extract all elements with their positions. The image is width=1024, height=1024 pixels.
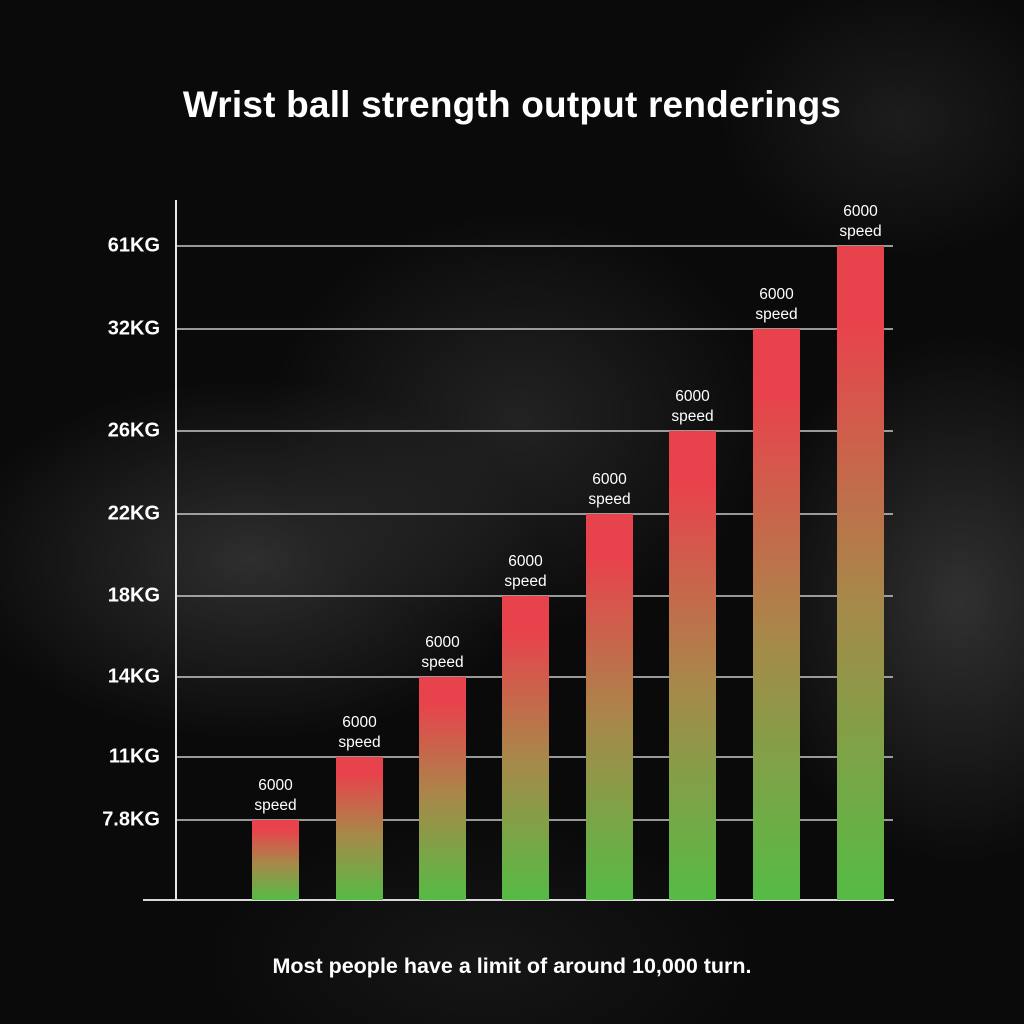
chart-footnote: Most people have a limit of around 10,00… [272,954,752,978]
bar-gradient-fill [837,246,884,900]
x-axis-line [143,899,894,901]
bar-data-label: 6000 speed [565,470,655,510]
gridline [177,328,893,330]
y-tick-label: 14KG [107,665,160,688]
bar-label-unit: speed [254,797,297,814]
bar [837,246,884,900]
bar-label-number: 6000 [675,388,710,405]
bar-data-label: 6000 speed [481,552,571,592]
y-tick-label: 61KG [107,234,160,257]
bar-gradient-fill [336,757,383,900]
bar-label-unit: speed [755,306,798,323]
bar-data-label: 6000 speed [648,387,738,427]
gridline [177,245,893,247]
y-tick-label: 26KG [107,419,160,442]
bar-label-unit: speed [839,223,882,240]
chart-title: Wrist ball strength output renderings [182,84,842,125]
bar-label-unit: speed [588,491,631,508]
bar [753,329,800,900]
bar-label-number: 6000 [592,471,627,488]
gridline [177,430,893,432]
bar-data-label: 6000 speed [315,713,405,753]
y-tick-label: 22KG [107,502,160,525]
y-tick-label: 18KG [107,584,160,607]
bar-gradient-fill [669,431,716,900]
bar [502,596,549,900]
bar-label-unit: speed [338,734,381,751]
bar-gradient-fill [753,329,800,900]
y-tick-label: 7.8KG [102,808,160,831]
bar-label-number: 6000 [508,553,543,570]
bar-gradient-fill [586,514,633,900]
bar-label-number: 6000 [759,286,794,303]
bar-gradient-fill [419,677,466,900]
bar-label-number: 6000 [425,634,460,651]
y-tick-label: 11KG [108,745,160,768]
bar-data-label: 6000 speed [398,633,488,673]
bar [586,514,633,900]
bar-gradient-fill [502,596,549,900]
bar-data-label: 6000 speed [231,776,321,816]
bar-data-label: 6000 speed [732,285,822,325]
bar [419,677,466,900]
y-axis-line [175,200,177,901]
bar-data-label: 6000 speed [816,202,906,242]
bar [252,820,299,900]
bar [336,757,383,900]
bar-label-unit: speed [421,654,464,671]
bar-label-unit: speed [671,408,714,425]
bar-label-number: 6000 [258,777,293,794]
gridline [177,513,893,515]
bar-label-number: 6000 [843,203,878,220]
bar [669,431,716,900]
bar-gradient-fill [252,820,299,900]
bar-label-unit: speed [504,573,547,590]
bar-label-number: 6000 [342,714,377,731]
y-tick-label: 32KG [107,317,160,340]
